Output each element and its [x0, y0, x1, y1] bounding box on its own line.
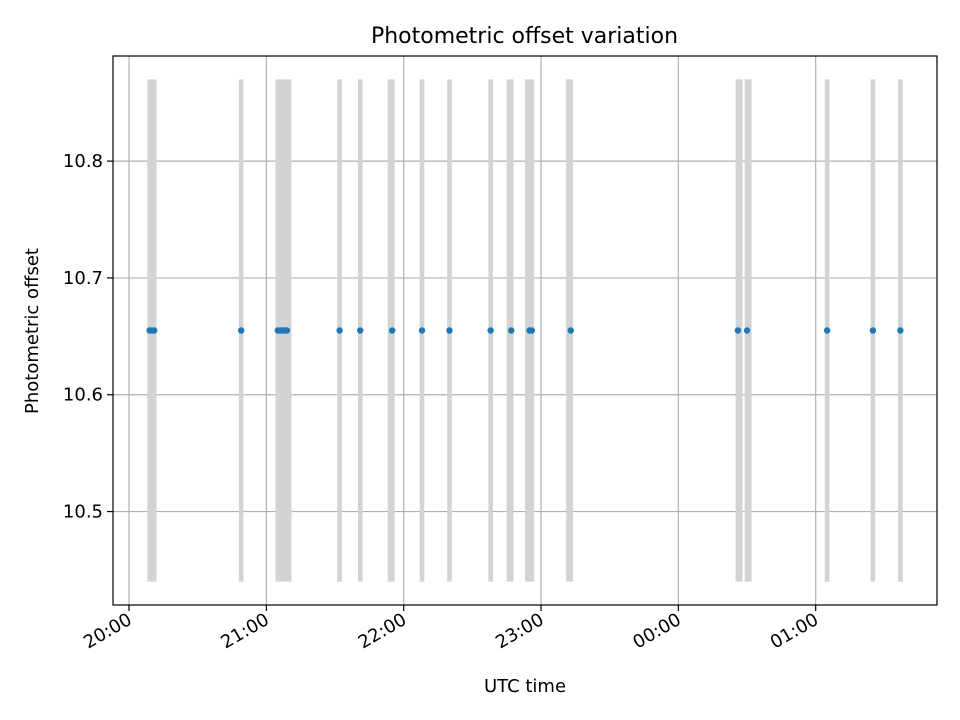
- x-tick-label: 23:00: [492, 609, 547, 653]
- data-point: [446, 327, 453, 334]
- y-tick-label: 10.7: [63, 268, 103, 289]
- data-point: [743, 327, 751, 334]
- data-point: [823, 327, 831, 334]
- x-tick-label: 21:00: [217, 609, 272, 653]
- x-tick-label: 00:00: [629, 609, 684, 653]
- data-point: [734, 327, 742, 334]
- data-point: [567, 327, 574, 334]
- y-tick-label: 10.6: [63, 385, 103, 406]
- data-point: [418, 327, 426, 334]
- data-points: [146, 327, 904, 334]
- data-point: [283, 327, 291, 334]
- observation-bands: [147, 79, 903, 582]
- y-tick-label: 10.8: [63, 151, 103, 172]
- data-point: [869, 327, 877, 334]
- x-axis-label: UTC time: [484, 676, 566, 697]
- x-tick-label: 20:00: [80, 609, 135, 653]
- data-point: [389, 327, 396, 334]
- x-tick-label: 01:00: [767, 609, 822, 653]
- data-point: [487, 327, 494, 334]
- axis-ticks: 20:00 21:00 22:00 23:00 00:00 01:00 10.5 10.6 10…: [63, 151, 822, 653]
- x-tick-label: 22:00: [355, 609, 410, 653]
- data-point: [237, 327, 245, 334]
- chart-title: Photometric offset variation: [371, 24, 678, 49]
- y-tick-label: 10.5: [63, 502, 103, 523]
- plot-frame: [112, 55, 938, 606]
- data-point: [336, 327, 343, 334]
- data-point: [357, 327, 364, 334]
- data-point: [508, 327, 515, 334]
- data-point: [528, 327, 536, 334]
- y-axis-label: Photometric offset: [22, 248, 43, 414]
- data-point: [151, 327, 158, 334]
- data-point: [897, 327, 904, 334]
